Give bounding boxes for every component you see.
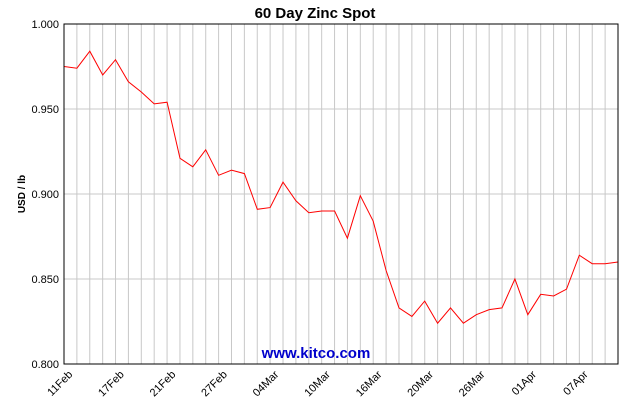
x-tick-label: 10Mar <box>302 368 333 399</box>
x-tick-label: 21Feb <box>148 369 179 400</box>
series-layer <box>63 50 619 325</box>
y-tick-label: 0.800 <box>31 359 59 371</box>
x-tick-label: 26Mar <box>457 368 488 399</box>
y-tick-label: 0.850 <box>31 274 59 286</box>
y-axis-ticks: 0.800 0.850 0.900 0.950 1.000 <box>31 19 59 371</box>
y-axis-label: USD / lb <box>17 175 28 213</box>
x-tick-label: 20Mar <box>405 368 436 399</box>
x-tick-label: 27Feb <box>199 369 230 400</box>
grid-layer <box>64 23 618 365</box>
y-tick-label: 1.000 <box>31 19 59 31</box>
y-tick-label: 0.900 <box>31 189 59 201</box>
x-tick-label: 17Feb <box>96 369 127 400</box>
watermark-link[interactable]: www.kitco.com <box>261 345 371 362</box>
x-tick-label: 07Apr <box>561 368 590 397</box>
x-tick-label: 11Feb <box>45 369 75 399</box>
x-tick-label: 16Mar <box>354 368 385 399</box>
chart-title: 60 Day Zinc Spot <box>255 5 376 22</box>
x-axis-ticks: 11Feb 17Feb 21Feb 27Feb 04Mar 10Mar 16Mar 20Mar… <box>45 368 591 399</box>
x-tick-label: 01Apr <box>510 368 539 397</box>
y-tick-label: 0.950 <box>31 104 59 116</box>
zinc-price-line <box>63 50 619 325</box>
plot-frame <box>63 23 619 365</box>
x-tick-label: 04Mar <box>251 368 282 399</box>
